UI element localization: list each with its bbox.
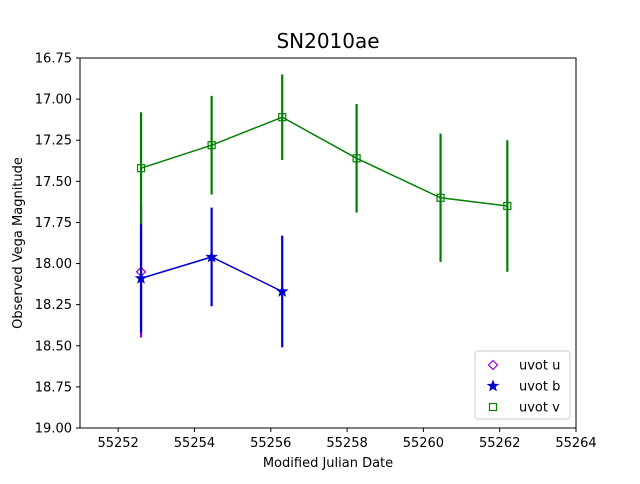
data-point-uvot-v [503,201,512,211]
series-uvot-b [134,207,289,348]
legend-label: uvot v [519,401,560,416]
x-tick-label: 55260 [403,436,444,451]
x-tick-label: 55256 [250,436,291,451]
x-tick-label: 55262 [479,436,520,451]
plot-frame [79,57,577,429]
x-axis-label: Modified Julian Date [263,456,393,471]
y-tick-label: 17.50 [35,175,72,190]
data-point-uvot-v [352,154,361,163]
data-point-uvot-b [134,271,148,284]
series-layer [134,74,512,348]
data-point-uvot-b [275,284,289,297]
data-point-uvot-b [205,250,218,263]
data-point-uvot-v [136,164,146,173]
x-tick-label: 55252 [97,436,138,451]
y-tick-label: 19.00 [35,422,72,437]
y-tick-label: 16.75 [35,52,72,67]
y-tick-label: 17.25 [35,134,72,149]
y-tick-label: 18.00 [35,257,72,272]
series-line-uvot-v [140,116,508,207]
data-point-uvot-v [278,113,287,122]
y-axis: 16.75 17.00 17.25 17.50 17.75 18.00 18.25 18.50… [35,52,80,437]
legend-marker-uvot-u [487,359,499,371]
chart-title: SN2010ae [276,29,379,53]
legend-box [474,350,571,420]
y-tick-label: 18.75 [35,380,72,395]
x-axis: 55252 55254 55256 55258 55260 55262 55264 [97,428,597,451]
data-point-uvot-v [207,141,216,150]
legend-label: uvot u [519,359,560,374]
y-tick-label: 18.25 [35,298,72,313]
y-tick-label: 17.00 [35,93,72,108]
legend-label: uvot b [519,380,560,395]
data-point-uvot-v [436,193,445,202]
legend-marker-uvot-v [488,402,498,412]
y-tick-label: 17.75 [35,216,72,231]
legend-marker-uvot-b [486,379,500,392]
y-tick-label: 18.50 [35,339,72,354]
x-tick-label: 55264 [555,436,596,451]
x-tick-label: 55258 [326,436,367,451]
series-uvot-v [136,74,512,272]
y-axis-label: Observed Vega Magnitude [11,157,26,329]
legend: uvot u uvot b uvot v [474,350,571,420]
x-tick-label: 55254 [174,436,215,451]
